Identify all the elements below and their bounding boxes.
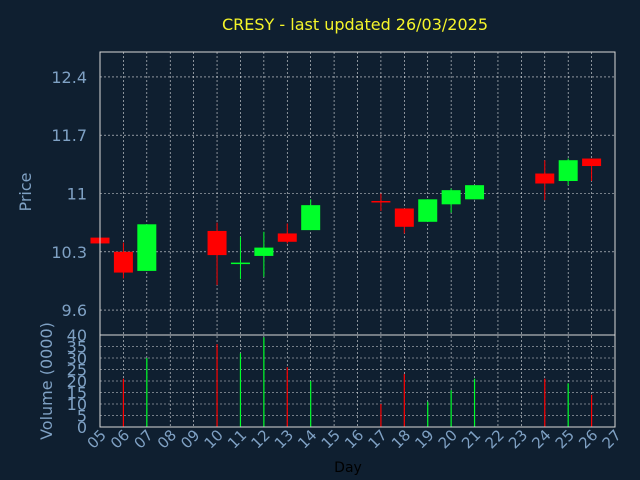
price-tick-label: 11.7: [51, 126, 87, 145]
x-tick-label: 05: [84, 426, 110, 452]
candle: [394, 208, 414, 234]
candle-body: [207, 230, 227, 256]
candle-body: [371, 200, 391, 203]
candle: [113, 242, 133, 279]
candle-body: [277, 233, 297, 242]
candle-body: [113, 251, 133, 273]
candle: [137, 224, 157, 271]
candle-body: [254, 247, 274, 256]
x-tick-label: 07: [130, 426, 156, 452]
candle-body: [418, 199, 438, 222]
x-tick-label: 18: [388, 426, 414, 452]
candle: [254, 231, 274, 277]
candlestick-series: [90, 158, 602, 286]
candle: [301, 199, 321, 231]
candle: [535, 160, 555, 201]
candle-body: [582, 158, 602, 167]
volume-axis-label: Volume (0000): [37, 322, 56, 440]
price-axis-label: Price: [16, 172, 35, 211]
x-tick-label: 10: [201, 426, 227, 452]
x-tick-label: 14: [294, 426, 320, 452]
candle-body: [230, 262, 250, 265]
candle: [441, 188, 461, 213]
volume-tick-label: 10: [67, 395, 87, 414]
candle: [277, 223, 297, 244]
x-tick-label: 23: [505, 426, 531, 452]
volume-plot-frame: [99, 334, 616, 428]
x-tick-label: 26: [575, 426, 601, 452]
x-tick-label: 11: [224, 426, 250, 452]
volume-tick-label: 15: [67, 384, 87, 403]
candle: [207, 222, 227, 286]
candle: [418, 199, 438, 222]
x-tick-label: 19: [411, 426, 437, 452]
candle-body: [441, 190, 461, 205]
price-tick-label: 9.6: [62, 301, 87, 320]
candle: [582, 158, 602, 182]
candle-body: [558, 160, 578, 182]
candle: [465, 185, 485, 200]
grid-lines: [99, 52, 616, 428]
volume-tick-label: 30: [67, 349, 87, 368]
volume-tick-label: 25: [67, 361, 87, 380]
price-tick-label: 11: [67, 185, 87, 204]
candle-body: [394, 208, 414, 227]
candle: [230, 236, 250, 280]
x-tick-label: 27: [599, 426, 625, 452]
x-tick-label: 22: [482, 426, 508, 452]
price-tick-label: 10.3: [51, 243, 87, 262]
chart-title: CRESY - last updated 26/03/2025: [222, 15, 488, 34]
candle-body: [465, 185, 485, 200]
x-tick-label: 06: [107, 426, 133, 452]
x-axis-label: Day: [334, 460, 362, 476]
x-tick-label: 24: [528, 426, 554, 452]
x-tick-label: 21: [458, 426, 484, 452]
x-tick-label: 25: [552, 426, 578, 452]
volume-tick-label: 0: [77, 418, 87, 437]
volume-tick-label: 20: [67, 372, 87, 391]
price-tick-label: 12.4: [51, 68, 87, 87]
candle-body: [535, 173, 555, 184]
volume-tick-label: 5: [77, 407, 87, 426]
x-tick-label: 12: [247, 426, 273, 452]
candle-body: [137, 224, 157, 271]
candle-body: [301, 205, 321, 231]
candle: [371, 193, 391, 211]
x-tick-label: 09: [177, 426, 203, 452]
x-tick-label: 15: [318, 426, 344, 452]
volume-tick-label: 40: [67, 326, 87, 345]
candle: [558, 158, 578, 186]
x-tick-label: 17: [365, 426, 391, 452]
axes: [99, 51, 616, 428]
x-tick-label: 08: [154, 426, 180, 452]
x-tick-label: 16: [341, 426, 367, 452]
x-tick-label: 13: [271, 426, 297, 452]
x-tick-label: 20: [435, 426, 461, 452]
volume-series: [122, 337, 593, 427]
volume-tick-label: 35: [67, 338, 87, 357]
